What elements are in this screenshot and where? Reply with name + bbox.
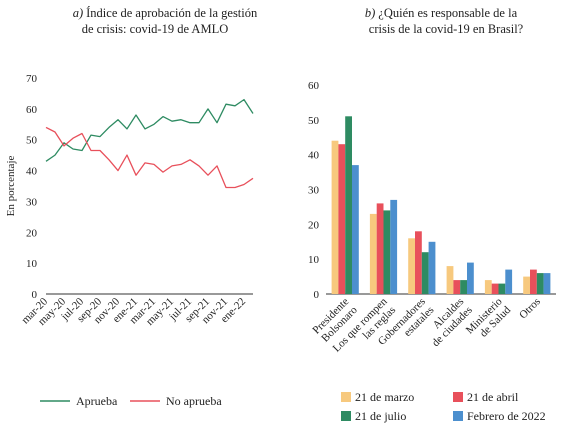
bar bbox=[383, 210, 391, 294]
y-tick-label: 20 bbox=[26, 227, 38, 239]
bar bbox=[369, 213, 377, 294]
bar bbox=[543, 273, 551, 294]
bar bbox=[523, 276, 530, 294]
bar bbox=[467, 262, 474, 294]
y-tick-label: 50 bbox=[308, 115, 320, 127]
legend-label-febrero-2022: Febrero de 2022 bbox=[467, 409, 546, 423]
y-tick-label: 70 bbox=[26, 73, 38, 85]
legend-swatch-21-abril bbox=[453, 392, 463, 402]
bar bbox=[505, 269, 513, 294]
y-tick-label: 50 bbox=[26, 135, 38, 147]
chart-a-title-line1: a) Índice de aprobación de la gestión bbox=[73, 6, 258, 20]
legend-swatch-21-julio bbox=[341, 411, 351, 421]
bar bbox=[491, 283, 499, 294]
y-tick-label: 20 bbox=[308, 219, 320, 231]
chart-a-legend: Aprueba No aprueba bbox=[40, 394, 222, 408]
legend-label-21-marzo: 21 de marzo bbox=[355, 390, 414, 404]
legend-label-21-abril: 21 de abril bbox=[467, 390, 519, 404]
chart-a-ylabel: En porcentaje bbox=[5, 155, 17, 216]
bar bbox=[484, 280, 492, 294]
bar bbox=[530, 269, 537, 294]
bar bbox=[498, 283, 506, 294]
y-tick-label: 60 bbox=[26, 104, 38, 116]
bar bbox=[338, 144, 346, 294]
y-tick-label: 0 bbox=[314, 289, 320, 301]
chart-b-title-line1: b) ¿Quién es responsable de la bbox=[365, 6, 518, 20]
legend-swatch-21-marzo bbox=[341, 392, 351, 402]
bar bbox=[421, 252, 429, 294]
y-tick-label: 40 bbox=[26, 166, 38, 178]
bar bbox=[428, 241, 436, 295]
x-tick-label: Alcaldesde ciudades bbox=[421, 296, 474, 349]
chart-b-legend: 21 de marzo 21 de abril 21 de julio Febr… bbox=[341, 390, 546, 423]
y-tick-label: 0 bbox=[32, 289, 38, 301]
legend-label-21-julio: 21 de julio bbox=[355, 409, 406, 423]
y-tick-label: 60 bbox=[308, 80, 320, 92]
bar bbox=[446, 266, 454, 294]
legend-swatch-febrero-2022 bbox=[453, 411, 463, 421]
x-tick-label: Ministeriode Salud bbox=[464, 295, 514, 345]
y-tick-label: 10 bbox=[26, 258, 38, 270]
series-line-aprueba bbox=[45, 98, 254, 162]
bar bbox=[352, 165, 359, 294]
bar bbox=[376, 203, 384, 294]
x-tick-label: Otros bbox=[517, 296, 543, 322]
y-tick-label: 40 bbox=[308, 150, 320, 162]
bar bbox=[460, 280, 467, 294]
chart-a-plot: 010203040506070mar-20may-20jul-20sep-20n… bbox=[19, 73, 254, 328]
legend-label-aprueba: Aprueba bbox=[76, 394, 118, 408]
bar bbox=[331, 140, 339, 294]
y-tick-label: 30 bbox=[26, 196, 38, 208]
bar bbox=[345, 116, 352, 294]
chart-b-title-line2: crisis de la covid-19 en Brasil? bbox=[369, 22, 524, 36]
bar bbox=[390, 199, 398, 294]
y-tick-label: 30 bbox=[308, 185, 320, 197]
bar bbox=[536, 273, 544, 294]
bar bbox=[415, 231, 422, 294]
y-tick-label: 10 bbox=[308, 254, 320, 266]
legend-label-no-aprueba: No aprueba bbox=[166, 394, 222, 408]
bar bbox=[453, 280, 461, 294]
chart-a-title-line2: de crisis: covid-19 de AMLO bbox=[82, 22, 229, 36]
series-line-no-aprueba bbox=[45, 126, 254, 189]
bar bbox=[408, 238, 415, 294]
